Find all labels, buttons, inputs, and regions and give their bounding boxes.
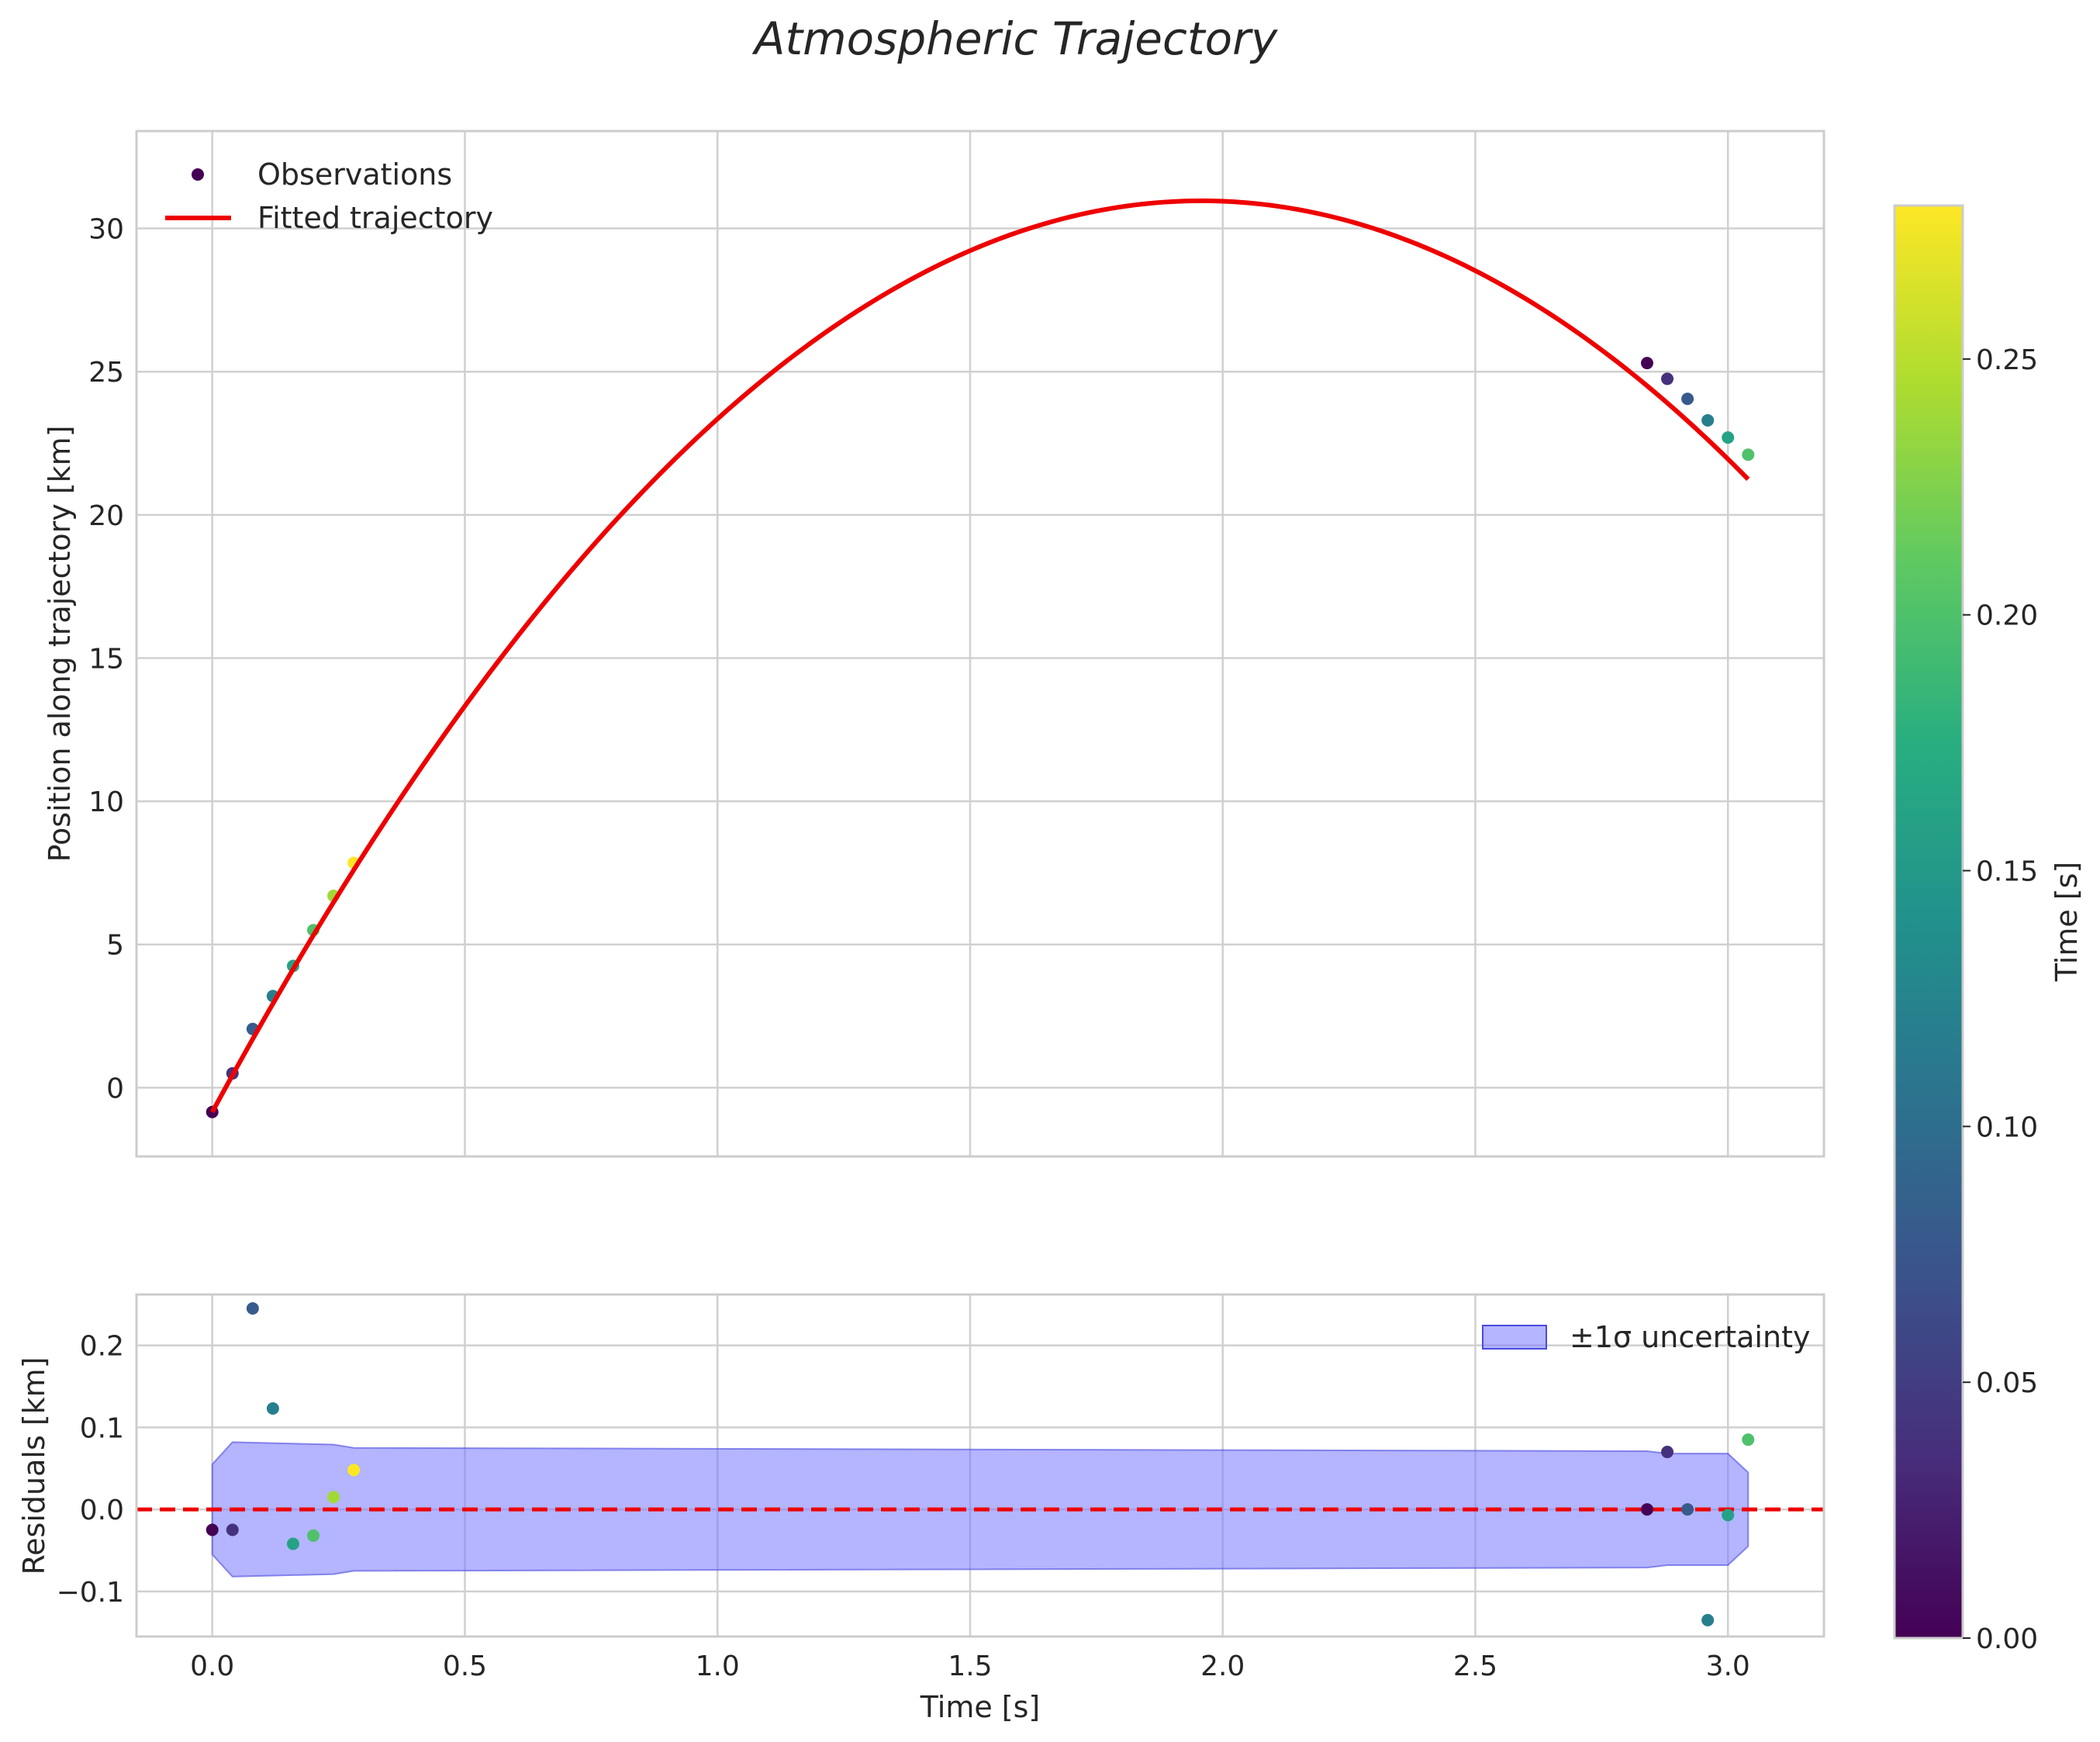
colorbar-tick-label: 0.05 bbox=[1976, 1367, 2038, 1399]
residual-point bbox=[266, 1402, 279, 1415]
bottom-y-axis-label: Residuals [km] bbox=[17, 1357, 51, 1574]
top-panel: Position along trajectory [km] 0 5 10 15 20 2… bbox=[43, 130, 1825, 1158]
residual-point bbox=[286, 1537, 299, 1550]
bottom-x-tick-label: 0.5 bbox=[443, 1650, 487, 1682]
top-y-tick-label: 25 bbox=[88, 357, 124, 389]
bottom-y-tick-label: 0.1 bbox=[80, 1412, 124, 1444]
bottom-x-tick-labels: 0.0 0.5 1.0 1.5 2.0 2.5 3.0 bbox=[190, 1650, 1750, 1682]
legend-observations-label: Observations bbox=[257, 157, 452, 192]
colorbar-gradient bbox=[1894, 206, 1963, 1638]
bottom-y-tick-labels: −0.1 0.0 0.1 0.2 bbox=[57, 1331, 124, 1609]
observation-point bbox=[1701, 413, 1715, 427]
bottom-y-tick-label: 0.2 bbox=[80, 1331, 124, 1363]
colorbar-tick-label: 0.15 bbox=[1976, 856, 2038, 888]
observation-point bbox=[1640, 357, 1653, 370]
colorbar-tick-label: 0.20 bbox=[1976, 600, 2038, 632]
top-y-tick-label: 0 bbox=[106, 1073, 124, 1104]
residual-point bbox=[307, 1529, 320, 1542]
bottom-x-axis-label: Time [s] bbox=[920, 1690, 1041, 1724]
top-axes-frame bbox=[135, 130, 1825, 1158]
legend-band-swatch bbox=[1482, 1325, 1547, 1350]
top-y-axis-label: Position along trajectory [km] bbox=[43, 425, 77, 862]
observation-point bbox=[1661, 372, 1674, 385]
residual-point bbox=[1681, 1503, 1694, 1516]
chart-title: Atmospheric Trajectory bbox=[751, 12, 1278, 65]
top-y-tick-label: 20 bbox=[88, 500, 124, 532]
bottom-x-tick-label: 0.0 bbox=[190, 1650, 234, 1682]
observation-point bbox=[1742, 448, 1755, 461]
residual-point bbox=[347, 1464, 361, 1477]
residual-point bbox=[1640, 1503, 1653, 1516]
top-y-tick-labels: 0 5 10 15 20 25 30 bbox=[88, 214, 124, 1105]
top-fit-layer bbox=[210, 198, 1750, 1114]
colorbar-label: Time [s] bbox=[2050, 862, 2084, 983]
residual-point bbox=[1661, 1446, 1674, 1459]
observation-point bbox=[1722, 431, 1735, 444]
colorbar: 0.00 0.05 0.10 0.15 0.20 0.25 Time [s] bbox=[1893, 204, 2084, 1655]
top-y-tick-label: 5 bbox=[106, 930, 124, 962]
bottom-y-tick-label: −0.1 bbox=[57, 1577, 124, 1609]
top-legend: Observations Fitted trajectory bbox=[165, 157, 493, 235]
top-y-tick-label: 10 bbox=[88, 786, 124, 818]
bottom-residuals-layer bbox=[206, 1301, 1755, 1626]
top-gridlines bbox=[136, 131, 1824, 1156]
residual-point bbox=[327, 1491, 340, 1504]
bottom-panel: −0.1 0.0 0.1 0.2 0.0 0.5 1.0 1.5 2.0 2.5 3.0 Time… bbox=[17, 1293, 1825, 1724]
colorbar-frame bbox=[1893, 204, 1964, 1640]
legend-band-label: ±1σ uncertainty bbox=[1570, 1320, 1810, 1354]
legend-fit-label: Fitted trajectory bbox=[257, 201, 493, 235]
bottom-x-tick-label: 2.5 bbox=[1453, 1650, 1497, 1682]
colorbar-tick-labels: 0.00 0.05 0.10 0.15 0.20 0.25 bbox=[1963, 344, 2038, 1655]
observation-point bbox=[1681, 392, 1694, 406]
top-y-tick-label: 30 bbox=[88, 214, 124, 246]
colorbar-tick-label: 0.10 bbox=[1976, 1111, 2038, 1143]
top-observations-layer bbox=[206, 357, 1755, 1118]
bottom-x-tick-label: 2.0 bbox=[1200, 1650, 1245, 1682]
bottom-legend: ±1σ uncertainty bbox=[1482, 1320, 1810, 1354]
residual-point bbox=[206, 1523, 219, 1536]
residual-point bbox=[1742, 1433, 1755, 1446]
residual-point bbox=[246, 1301, 259, 1315]
colorbar-tick-label: 0.25 bbox=[1976, 344, 2038, 376]
bottom-x-tick-label: 3.0 bbox=[1706, 1650, 1750, 1682]
bottom-x-tick-label: 1.0 bbox=[696, 1650, 740, 1682]
fitted-trajectory-line bbox=[210, 198, 1750, 1114]
top-y-tick-label: 15 bbox=[88, 643, 124, 675]
residual-point bbox=[1701, 1613, 1715, 1626]
residual-point bbox=[226, 1523, 239, 1536]
colorbar-tick-label: 0.00 bbox=[1976, 1623, 2038, 1655]
bottom-y-tick-label: 0.0 bbox=[80, 1495, 124, 1526]
legend-observations-marker bbox=[192, 168, 204, 181]
bottom-axes-frame bbox=[135, 1293, 1825, 1638]
residual-point bbox=[1722, 1509, 1735, 1522]
bottom-x-tick-label: 1.5 bbox=[948, 1650, 992, 1682]
